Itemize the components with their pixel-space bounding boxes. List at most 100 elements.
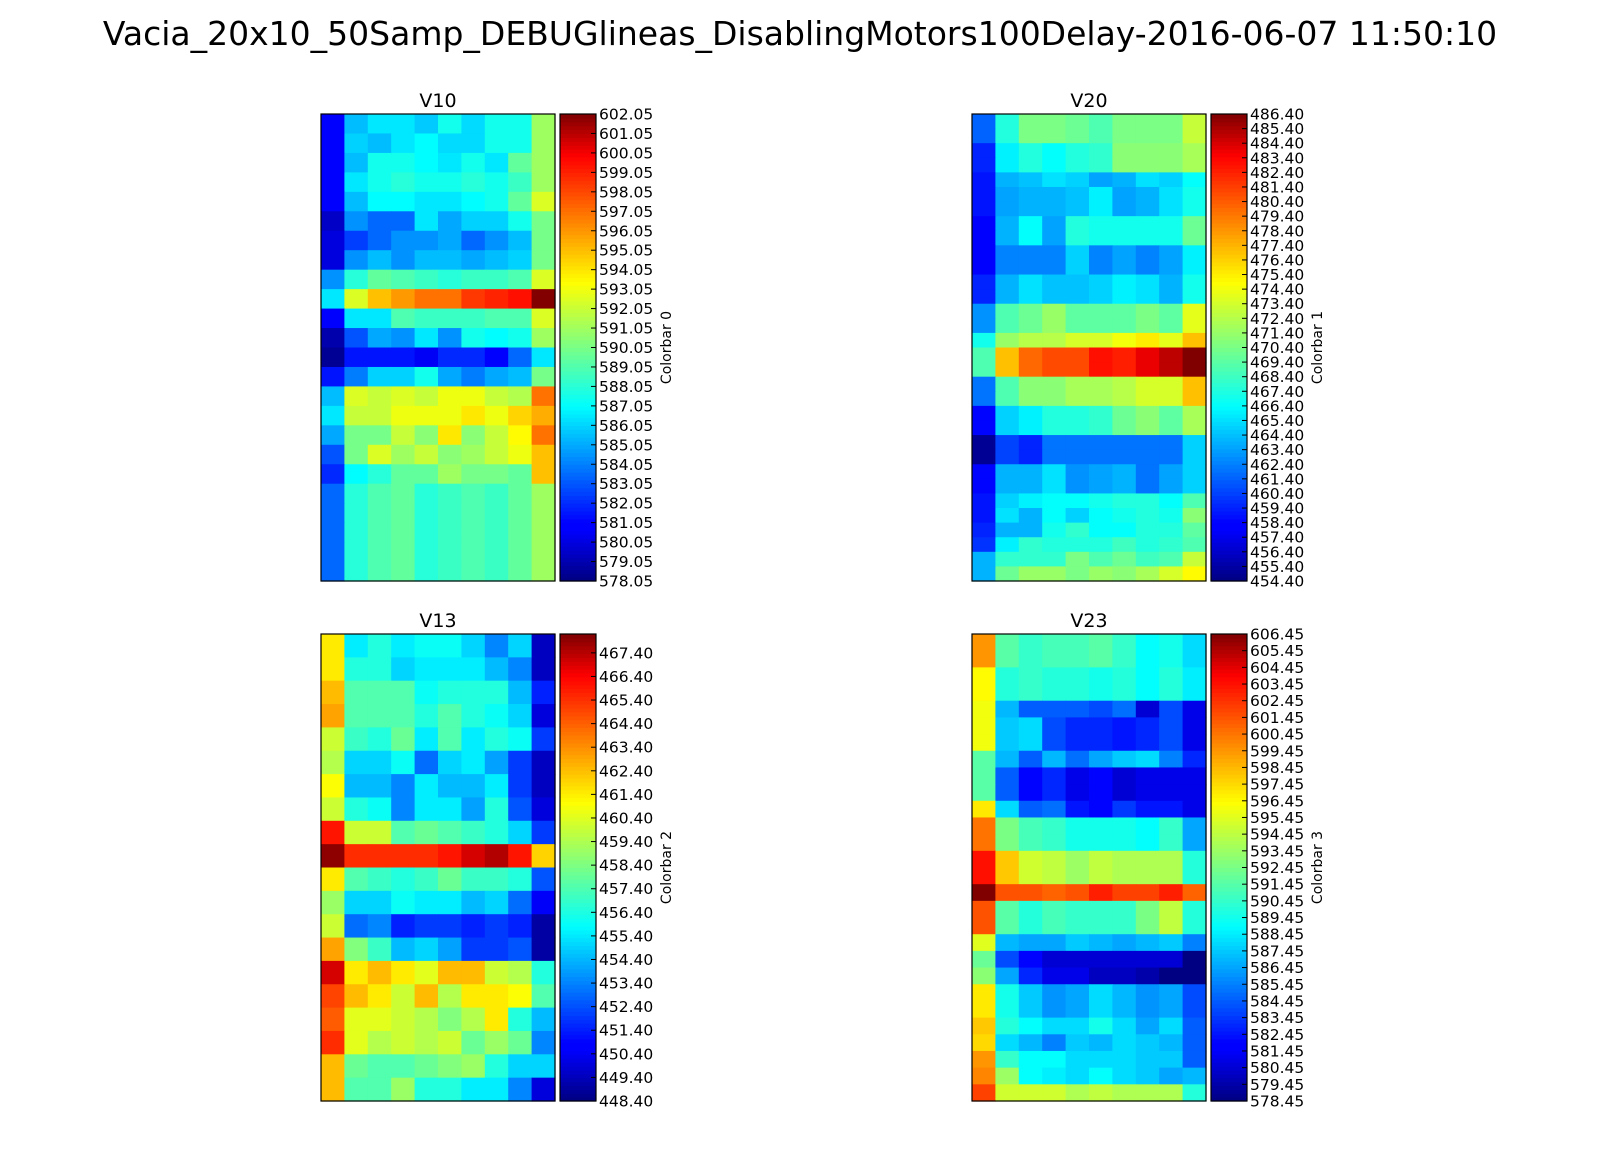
heatmap-cell [1159,376,1184,392]
heatmap-cell [461,483,486,504]
heatmap-cell [321,308,345,329]
heatmap-cell [1065,1084,1090,1102]
heatmap-cell [972,405,996,422]
heatmap-cell [484,542,509,563]
colorbar-step [1211,704,1247,709]
heatmap-cell [321,114,345,135]
heatmap-cell [1135,259,1160,276]
heatmap-cell [531,704,556,728]
heatmap-cell [321,191,345,212]
heatmap-cell [508,774,533,799]
heatmap-cell [1135,684,1160,702]
heatmap-cell [321,1077,345,1102]
colorbar-step [1211,1003,1247,1009]
heatmap-cell [1042,216,1067,232]
heatmap-cell [1042,867,1067,885]
heatmap-cell [995,201,1020,217]
heatmap-cell [1135,201,1160,217]
heatmap-cell [1135,634,1160,652]
heatmap-cell [1065,493,1090,509]
heatmap-cell [1018,984,1043,1002]
heatmap-cell [1018,493,1043,509]
heatmap-cell [972,230,996,246]
heatmap-cell [1135,245,1160,261]
heatmap-cell [1042,884,1067,902]
colorbar-step [1211,569,1247,574]
heatmap-cell [367,328,392,349]
heatmap-cell [1159,464,1184,480]
colorbar-tick-label: 599.45 [1250,742,1304,760]
heatmap-cell [1159,318,1184,334]
heatmap-cell [1018,172,1043,188]
colorbar-step [560,117,596,123]
colorbar-step [560,374,596,380]
colorbar-step [1211,657,1247,662]
colorbar-step [560,553,596,559]
colorbar-step [560,464,596,469]
heatmap-cell [321,444,345,465]
heatmap-cell [508,960,533,985]
colorbar-step [560,211,596,216]
heatmap-cell [484,820,509,845]
heatmap-cell [461,522,486,543]
heatmap-cell [1089,347,1113,363]
heatmap-cell [321,483,345,504]
heatmap-cell [531,960,556,985]
heatmap-cell [414,464,439,485]
colorbar-v10 [560,114,596,582]
heatmap-cell [391,634,416,658]
heatmap-cell [1089,750,1113,769]
colorbar-tick-label: 583.45 [1250,1009,1304,1027]
heatmap-cell [531,561,556,582]
colorbar-step [1211,735,1247,740]
colorbar-step [560,569,596,574]
heatmap-cell [484,774,509,799]
heatmap-cell [1065,817,1090,835]
colorbar-step [1211,312,1247,317]
heatmap-cell [1018,143,1043,159]
heatmap-cell [1159,128,1184,144]
heatmap-cell [438,914,462,939]
colorbar-tick-label: 448.40 [599,1093,653,1111]
heatmap-cell [1182,566,1207,582]
heatmap-cell [1018,216,1043,232]
colorbar-step [560,1003,596,1009]
heatmap-cell [1089,289,1113,305]
heatmap-cell [391,328,416,349]
heatmap-cell [972,667,996,685]
heatmap-cell [972,186,996,203]
colorbar-step [560,976,596,981]
colorbar-step [1211,816,1247,822]
heatmap-cell [438,561,462,582]
colorbar-tick-label: 456.40 [599,904,653,922]
heatmap-cell [531,133,556,154]
heatmap-cell [391,1077,416,1102]
colorbar-step [560,386,596,391]
heatmap-cell [1135,464,1160,480]
heatmap-cell [391,561,416,582]
colorbar-step [560,851,596,857]
heatmap-cell [1182,259,1207,276]
heatmap-cell [1112,157,1137,173]
colorbar-tick-label: 580.45 [1250,1059,1304,1077]
heatmap-cell [1065,734,1090,752]
heatmap-cell [1135,767,1160,785]
colorbar-step [1211,886,1247,892]
heatmap-cell [1065,157,1090,173]
colorbar-tick-label: 460.40 [1250,485,1304,503]
colorbar-step [560,475,596,481]
heatmap-cell [414,503,439,524]
heatmap-cell [321,211,345,232]
colorbar-tick-label: 450.40 [599,1045,653,1063]
colorbar-step [1211,937,1247,943]
heatmap-cell [367,250,392,271]
colorbar-step [560,339,596,345]
heatmap-cell [344,211,369,232]
heatmap-cell [531,1077,556,1102]
colorbar-step [560,254,596,259]
heatmap-cell [321,328,345,349]
heatmap-cell [1065,522,1090,538]
heatmap-cell [1042,634,1067,652]
heatmap-cell [972,784,996,802]
heatmap-cell [1182,984,1207,1002]
